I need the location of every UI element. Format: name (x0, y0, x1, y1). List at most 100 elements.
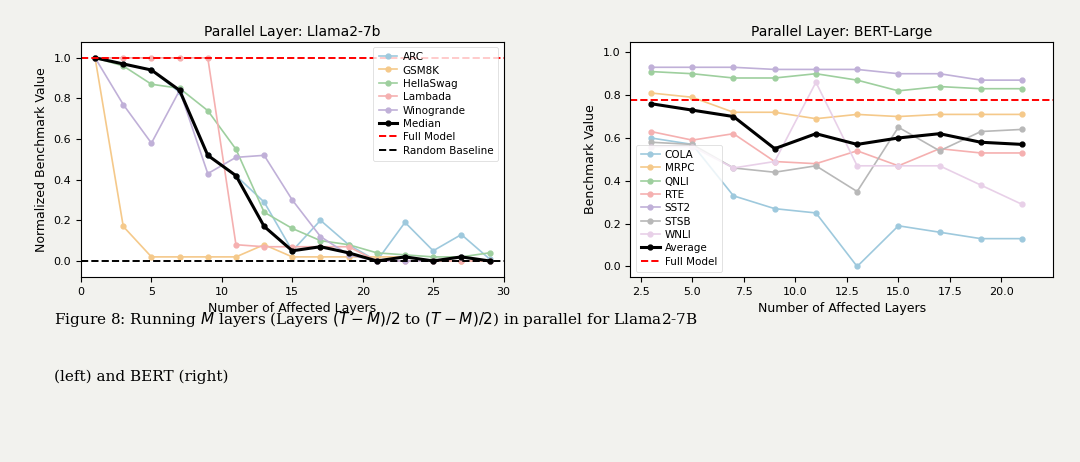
STSB (727, 165, 740, 171)
Average (809, 131, 822, 136)
HellaSwag (229, 146, 242, 152)
ARC (258, 199, 271, 205)
X-axis label: Number of Affected Layers: Number of Affected Layers (758, 303, 926, 316)
Median (483, 258, 496, 264)
SST2 (933, 71, 946, 77)
GSM8K (145, 254, 158, 260)
Winogrande (427, 258, 440, 264)
Lambada (455, 258, 468, 264)
HellaSwag (342, 242, 355, 248)
QNLI (645, 69, 658, 74)
SST2 (809, 67, 822, 72)
RTE (974, 150, 987, 156)
HellaSwag (399, 252, 411, 258)
WNLI (645, 144, 658, 149)
Line: GSM8K: GSM8K (93, 55, 492, 263)
COLA (933, 230, 946, 235)
Winogrande (483, 258, 496, 264)
Winogrande (258, 152, 271, 158)
MRPC (645, 90, 658, 96)
Lambada (427, 258, 440, 264)
RTE (933, 146, 946, 152)
Lambada (314, 244, 327, 249)
SST2 (974, 77, 987, 83)
STSB (686, 142, 699, 147)
Text: (left) and BERT (right): (left) and BERT (right) (54, 370, 229, 384)
Median (173, 88, 186, 93)
Text: Figure 8: Running $M$ layers (Layers $(T-M)/2$ to $(T-M)/2$) in parallel for Lla: Figure 8: Running $M$ layers (Layers $(T… (54, 310, 698, 328)
Lambada (201, 55, 214, 61)
ARC (201, 152, 214, 158)
Winogrande (286, 197, 299, 203)
STSB (809, 163, 822, 169)
Full Model (75, 55, 87, 61)
SST2 (768, 67, 781, 72)
Y-axis label: Benchmark Value: Benchmark Value (584, 104, 597, 214)
ARC (286, 248, 299, 254)
QNLI (1015, 86, 1028, 91)
GSM8K (258, 242, 271, 248)
COLA (809, 210, 822, 216)
ARC (314, 218, 327, 223)
Lambada (145, 55, 158, 61)
COLA (727, 193, 740, 199)
Average (933, 131, 946, 136)
Line: QNLI: QNLI (649, 69, 1025, 93)
RTE (645, 129, 658, 134)
MRPC (727, 109, 740, 115)
QNLI (686, 71, 699, 77)
Line: Median: Median (93, 55, 492, 263)
Winogrande (455, 254, 468, 260)
RTE (768, 159, 781, 164)
Full Model (604, 98, 617, 103)
Average (645, 101, 658, 106)
Median (342, 250, 355, 255)
RTE (851, 148, 864, 153)
Lambada (483, 258, 496, 264)
WNLI (809, 79, 822, 85)
COLA (686, 142, 699, 147)
HellaSwag (258, 209, 271, 215)
COLA (1015, 236, 1028, 242)
Lambada (89, 55, 102, 61)
WNLI (974, 182, 987, 188)
Lambada (258, 244, 271, 249)
MRPC (768, 109, 781, 115)
Lambada (342, 244, 355, 249)
Winogrande (370, 258, 383, 264)
HellaSwag (370, 250, 383, 255)
HellaSwag (145, 81, 158, 87)
SST2 (727, 65, 740, 70)
HellaSwag (89, 55, 102, 61)
Median (455, 254, 468, 260)
Median (117, 61, 130, 67)
WNLI (851, 163, 864, 169)
GSM8K (89, 55, 102, 61)
RTE (809, 161, 822, 166)
Winogrande (399, 258, 411, 264)
GSM8K (483, 258, 496, 264)
WNLI (892, 163, 905, 169)
Lambada (286, 244, 299, 249)
GSM8K (342, 254, 355, 260)
RTE (727, 131, 740, 136)
HellaSwag (173, 85, 186, 91)
STSB (645, 140, 658, 145)
GSM8K (173, 254, 186, 260)
Title: Parallel Layer: Llama2-7b: Parallel Layer: Llama2-7b (204, 25, 380, 39)
STSB (933, 148, 946, 153)
Lambada (370, 258, 383, 264)
COLA (974, 236, 987, 242)
MRPC (933, 112, 946, 117)
HellaSwag (286, 225, 299, 231)
Lambada (399, 258, 411, 264)
Line: Average: Average (649, 101, 1025, 151)
Random Baseline (75, 258, 87, 264)
RTE (686, 137, 699, 143)
Average (851, 142, 864, 147)
Line: COLA: COLA (649, 135, 1025, 269)
Winogrande (89, 55, 102, 61)
Median (314, 244, 327, 249)
X-axis label: Number of Affected Layers: Number of Affected Layers (208, 303, 376, 316)
Line: STSB: STSB (649, 125, 1025, 194)
